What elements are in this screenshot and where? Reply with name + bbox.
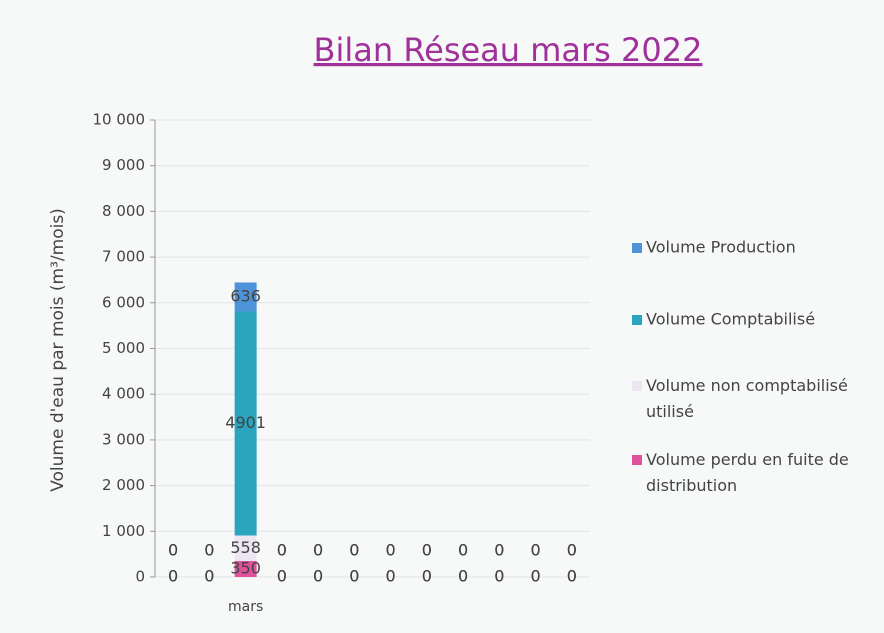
data-label: 0 — [422, 541, 432, 560]
legend-swatch — [632, 243, 642, 253]
data-label: 0 — [531, 541, 541, 560]
data-label: 0 — [567, 567, 577, 586]
data-label: 350 — [230, 559, 261, 578]
data-label: 0 — [168, 541, 178, 560]
y-tick-label: 2 000 — [102, 476, 145, 494]
data-label: 0 — [531, 541, 541, 560]
data-label: 0 — [349, 541, 359, 560]
data-label: 0 — [277, 567, 287, 586]
chart-title: Bilan Réseau mars 2022 — [314, 31, 703, 69]
legend-swatch — [632, 455, 642, 465]
data-label: 0 — [422, 541, 432, 560]
data-label: 0 — [422, 567, 432, 586]
legend-label: Volume Production — [646, 238, 796, 257]
data-label: 0 — [386, 567, 396, 586]
data-label: 0 — [494, 541, 504, 560]
data-label: 0 — [277, 567, 287, 586]
bar-segment — [234, 561, 257, 577]
data-label: 0 — [386, 541, 396, 560]
legend-swatch — [632, 381, 642, 391]
data-label: 0 — [204, 541, 214, 560]
data-label: 0 — [204, 541, 214, 560]
data-label: 0 — [204, 567, 214, 586]
data-label: 0 — [531, 567, 541, 586]
data-label: 0 — [567, 567, 577, 586]
data-label: 0 — [458, 541, 468, 560]
data-label: 0 — [349, 567, 359, 586]
data-label: 0 — [458, 567, 468, 586]
y-tick-label: 9 000 — [102, 156, 145, 174]
data-label: 558 — [230, 538, 261, 557]
data-label: 0 — [494, 541, 504, 560]
y-tick-label: 8 000 — [102, 202, 145, 220]
data-label: 0 — [168, 567, 178, 586]
data-label: 0 — [349, 567, 359, 586]
y-axis-label: Volume d'eau par mois (m³/mois) — [48, 208, 68, 492]
data-label: 0 — [531, 567, 541, 586]
legend-swatch — [632, 315, 642, 325]
data-label: 0 — [567, 541, 577, 560]
data-label: 0 — [313, 541, 323, 560]
data-label: 0 — [494, 567, 504, 586]
data-label: 0 — [313, 567, 323, 586]
data-label: 0 — [168, 541, 178, 560]
data-label: 0 — [277, 541, 287, 560]
y-tick-label: 7 000 — [102, 248, 145, 266]
data-label: 0 — [458, 541, 468, 560]
x-tick-label: mars — [228, 599, 263, 615]
data-label: 4901 — [225, 413, 266, 432]
data-label: 0 — [422, 567, 432, 586]
y-tick-label: 6 000 — [102, 293, 145, 311]
data-label: 0 — [458, 567, 468, 586]
data-label: 0 — [349, 541, 359, 560]
legend-label: Volume non comptabilisé utilisé — [646, 376, 848, 421]
data-label: 0 — [386, 541, 396, 560]
y-tick-label: 0 — [135, 568, 145, 586]
data-label: 0 — [567, 541, 577, 560]
data-label: 0 — [168, 567, 178, 586]
y-tick-label: 1 000 — [102, 522, 145, 540]
data-label: 0 — [204, 567, 214, 586]
data-label: 0 — [313, 541, 323, 560]
data-label: 0 — [313, 567, 323, 586]
legend-label: Volume Comptabilisé — [646, 310, 815, 329]
data-label: 0 — [277, 541, 287, 560]
data-label: 636 — [230, 286, 261, 305]
y-tick-label: 10 000 — [93, 111, 146, 129]
bar-segment — [234, 311, 257, 536]
y-tick-label: 4 000 — [102, 385, 145, 403]
data-label: 0 — [494, 567, 504, 586]
y-tick-label: 3 000 — [102, 430, 145, 448]
legend-label: Volume perdu en fuite de distribution — [646, 450, 849, 495]
bar-segment — [234, 282, 257, 312]
data-label: 0 — [386, 567, 396, 586]
y-tick-label: 5 000 — [102, 339, 145, 357]
bar-segment — [234, 535, 257, 562]
